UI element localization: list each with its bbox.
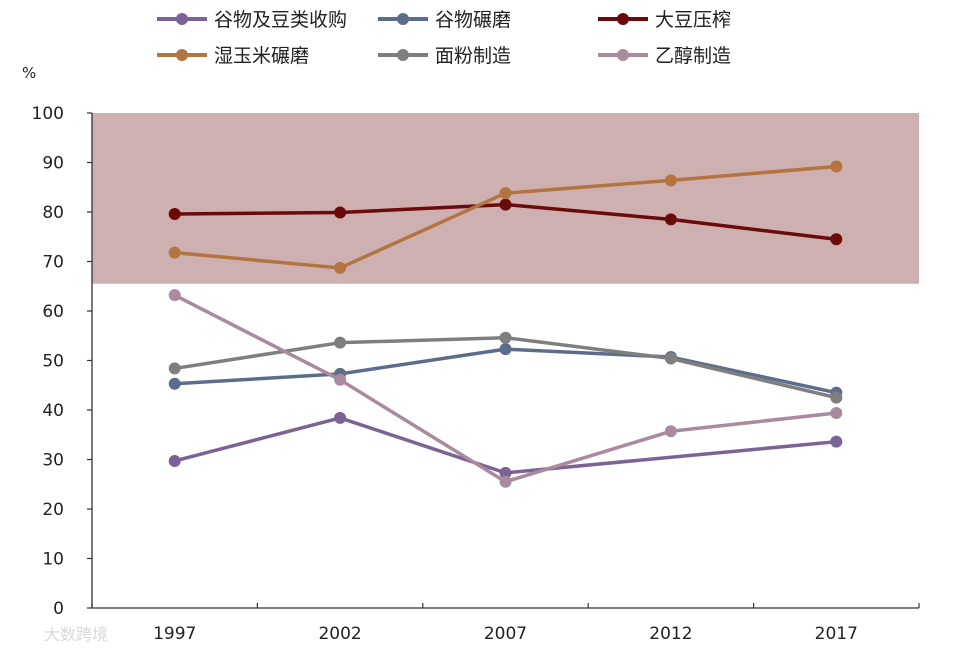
legend-swatch-marker [617, 13, 629, 25]
legend-item: 谷物碾磨 [378, 9, 511, 31]
series-line [174, 416, 837, 475]
legend-swatch-marker [617, 49, 629, 61]
axes-layer: 0 10 20 30 40 50 60 70 80 90 100 1997 2002 2007 2012 20… [32, 104, 920, 644]
legend-label: 乙醇制造 [655, 45, 731, 67]
data-point [168, 377, 181, 390]
data-point [664, 213, 677, 226]
data-point [499, 475, 512, 488]
y-tick-label: 0 [53, 599, 64, 619]
legend-label: 大豆压榨 [655, 9, 731, 31]
y-tick-label: 30 [42, 451, 64, 471]
data-point [664, 425, 677, 438]
data-point [334, 206, 347, 219]
data-point [830, 160, 843, 173]
data-point [664, 174, 677, 187]
data-point [168, 246, 181, 259]
data-point [168, 454, 181, 467]
data-point [334, 411, 347, 424]
y-tick-label: 50 [42, 352, 64, 372]
legend-swatch-marker [397, 13, 409, 25]
series-3 [168, 160, 843, 274]
y-tick-label: 100 [32, 104, 64, 124]
x-tick-label: 2002 [318, 624, 361, 644]
legend-label: 谷物及豆类收购 [214, 9, 347, 31]
data-point [499, 198, 512, 211]
series-layer [168, 160, 843, 488]
data-point [830, 406, 843, 419]
data-point [830, 391, 843, 404]
y-tick-label: 40 [42, 401, 64, 421]
legend-label: 面粉制造 [435, 45, 511, 67]
legend-item: 面粉制造 [378, 45, 511, 67]
data-point [168, 289, 181, 302]
data-point [664, 352, 677, 365]
legend-swatch-marker [176, 13, 188, 25]
series-line [174, 347, 837, 395]
x-tick-label: 2012 [649, 624, 692, 644]
watermark-text: 大数跨境 [44, 625, 108, 644]
y-tick-label: 70 [42, 253, 64, 273]
y-unit-label: % [22, 64, 36, 82]
x-tick-label: 2017 [815, 624, 858, 644]
data-point [334, 336, 347, 349]
series-2 [168, 198, 843, 246]
series-0 [168, 411, 843, 479]
y-tick-label: 10 [42, 550, 64, 570]
legend-swatch-marker [176, 49, 188, 61]
x-tick-label: 1997 [153, 624, 196, 644]
data-point [334, 261, 347, 274]
legend-item: 大豆压榨 [598, 9, 731, 31]
data-point [830, 233, 843, 246]
data-point [334, 373, 347, 386]
data-point [499, 187, 512, 200]
y-tick-label: 60 [42, 302, 64, 322]
legend-item: 湿玉米碾磨 [157, 45, 309, 67]
data-point [168, 362, 181, 375]
legend-label: 谷物碾磨 [435, 9, 511, 31]
x-tick-label: 2007 [484, 624, 527, 644]
series-5 [168, 289, 843, 488]
data-point [168, 207, 181, 220]
data-point [499, 331, 512, 344]
legend-item: 乙醇制造 [598, 45, 731, 67]
series-line [173, 293, 837, 484]
legend-swatch-marker [397, 49, 409, 61]
y-tick-label: 90 [42, 154, 64, 174]
data-point [830, 435, 843, 448]
series-1 [168, 343, 843, 399]
y-tick-label: 20 [42, 500, 64, 520]
legend-item: 谷物及豆类收购 [157, 9, 347, 31]
data-point [499, 466, 512, 479]
y-tick-label: 80 [42, 203, 64, 223]
data-point [499, 343, 512, 356]
legend-label: 湿玉米碾磨 [214, 45, 309, 67]
